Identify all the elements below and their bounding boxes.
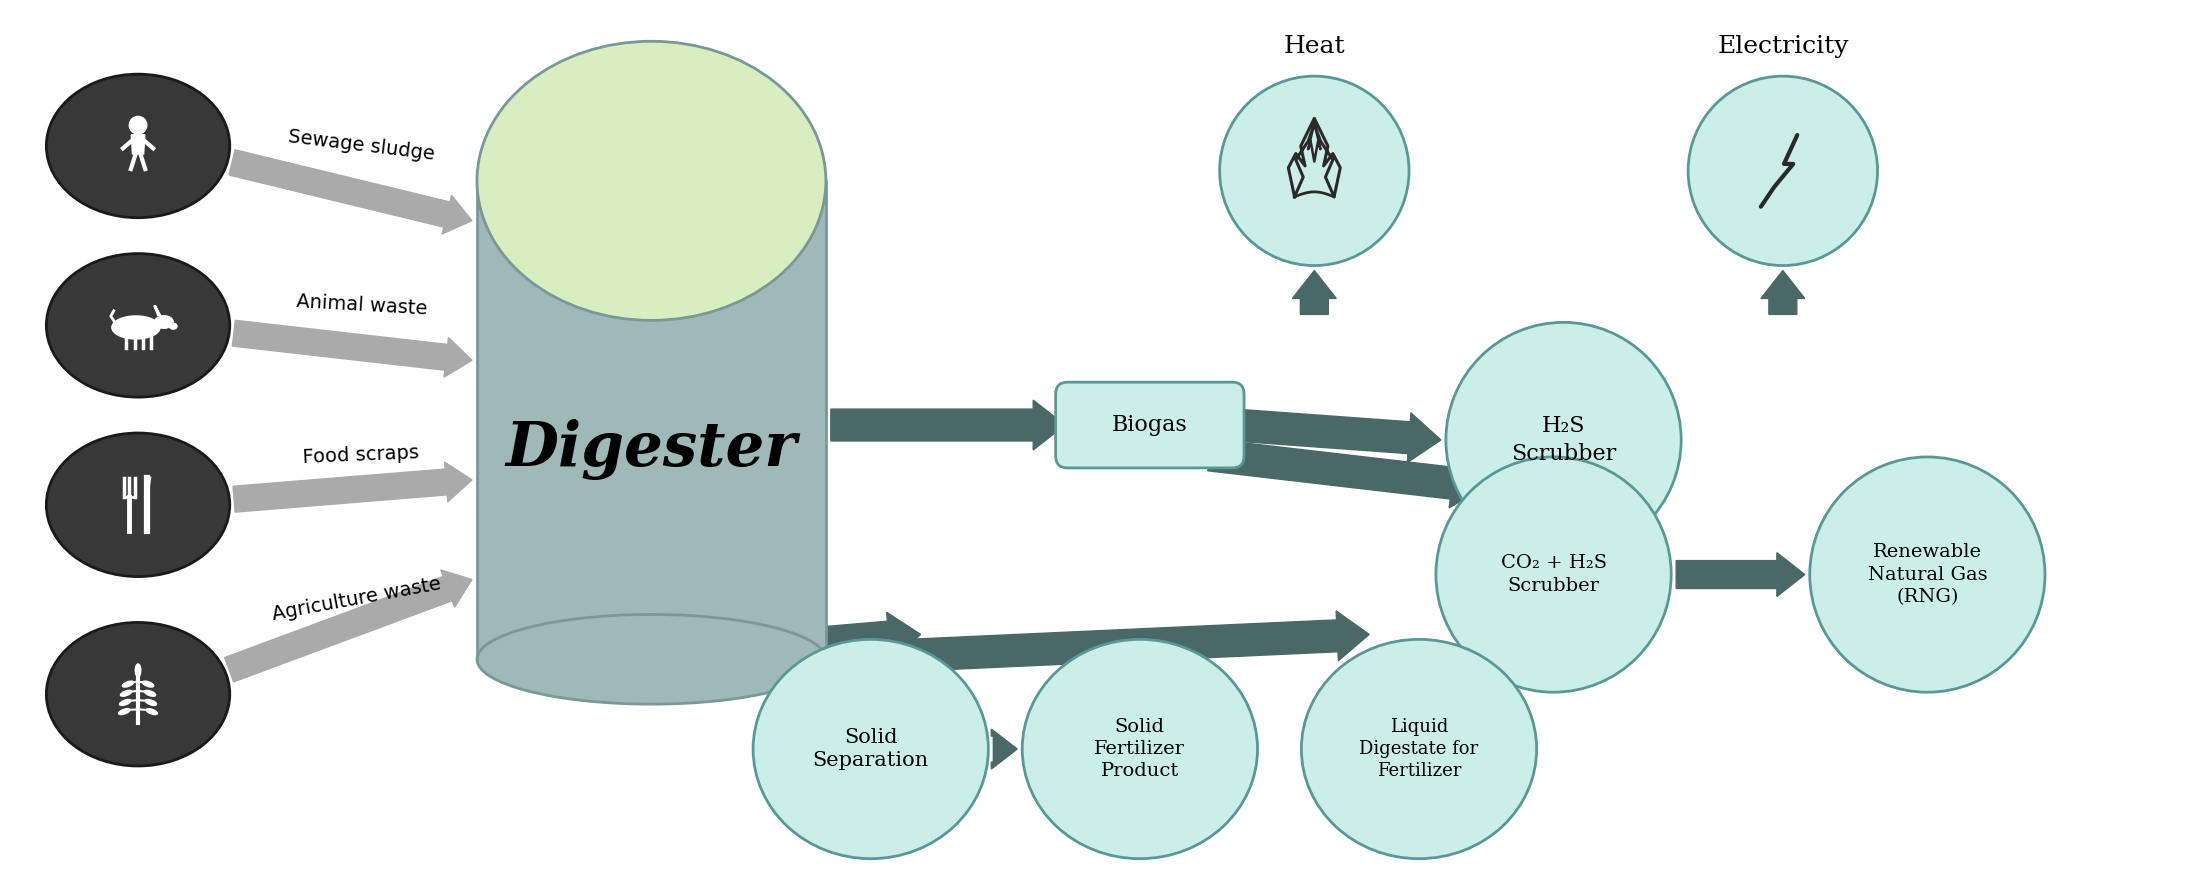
Text: Liquid
Digestate for
Fertilizer: Liquid Digestate for Fertilizer [1360, 718, 1478, 781]
Polygon shape [1208, 439, 1483, 508]
Polygon shape [1760, 270, 1804, 314]
Ellipse shape [134, 664, 141, 677]
Ellipse shape [752, 640, 988, 859]
Polygon shape [224, 570, 473, 682]
Ellipse shape [154, 316, 174, 328]
Polygon shape [1291, 270, 1335, 314]
Ellipse shape [46, 433, 229, 576]
Text: Solid
Fertilizer
Product: Solid Fertilizer Product [1093, 718, 1186, 781]
Polygon shape [711, 611, 1368, 680]
Polygon shape [1234, 409, 1441, 463]
Polygon shape [233, 320, 473, 378]
Text: Animal waste: Animal waste [295, 292, 427, 319]
Ellipse shape [143, 681, 154, 687]
Ellipse shape [46, 253, 229, 397]
Polygon shape [832, 400, 1065, 450]
Text: H₂S
Scrubber: H₂S Scrubber [1511, 415, 1617, 465]
Text: CO₂ + H₂S
Scrubber: CO₂ + H₂S Scrubber [1500, 554, 1606, 595]
Ellipse shape [1437, 457, 1672, 693]
Polygon shape [229, 150, 473, 234]
Polygon shape [570, 612, 920, 680]
Polygon shape [233, 462, 473, 512]
Ellipse shape [477, 41, 825, 320]
Ellipse shape [1023, 640, 1258, 859]
Ellipse shape [46, 622, 229, 766]
Text: Biogas: Biogas [1111, 414, 1188, 436]
Text: Agriculture waste: Agriculture waste [271, 575, 442, 625]
Text: Heat: Heat [1283, 34, 1344, 58]
Polygon shape [992, 730, 1016, 769]
Ellipse shape [112, 316, 161, 339]
Ellipse shape [121, 690, 132, 696]
Text: Electricity: Electricity [1716, 34, 1848, 58]
Text: Digester: Digester [506, 420, 796, 480]
Polygon shape [132, 135, 145, 154]
Ellipse shape [477, 614, 825, 704]
Text: Food scraps: Food scraps [301, 443, 420, 466]
FancyBboxPatch shape [1056, 382, 1243, 468]
Ellipse shape [123, 681, 134, 687]
Text: Renewable
Natural Gas
(RNG): Renewable Natural Gas (RNG) [1868, 543, 1987, 605]
Polygon shape [477, 180, 825, 659]
Ellipse shape [145, 690, 156, 696]
Polygon shape [1676, 553, 1804, 597]
Ellipse shape [1219, 77, 1408, 266]
Ellipse shape [145, 700, 156, 706]
Ellipse shape [1445, 322, 1681, 558]
Circle shape [130, 116, 147, 134]
Text: Solid
Separation: Solid Separation [812, 728, 928, 770]
Ellipse shape [145, 708, 158, 715]
Ellipse shape [169, 323, 176, 329]
Ellipse shape [119, 708, 130, 715]
Ellipse shape [46, 74, 229, 217]
Ellipse shape [1687, 77, 1877, 266]
Ellipse shape [1811, 457, 2046, 693]
Ellipse shape [119, 700, 130, 706]
Text: Sewage sludge: Sewage sludge [286, 128, 436, 165]
Ellipse shape [1302, 640, 1536, 859]
